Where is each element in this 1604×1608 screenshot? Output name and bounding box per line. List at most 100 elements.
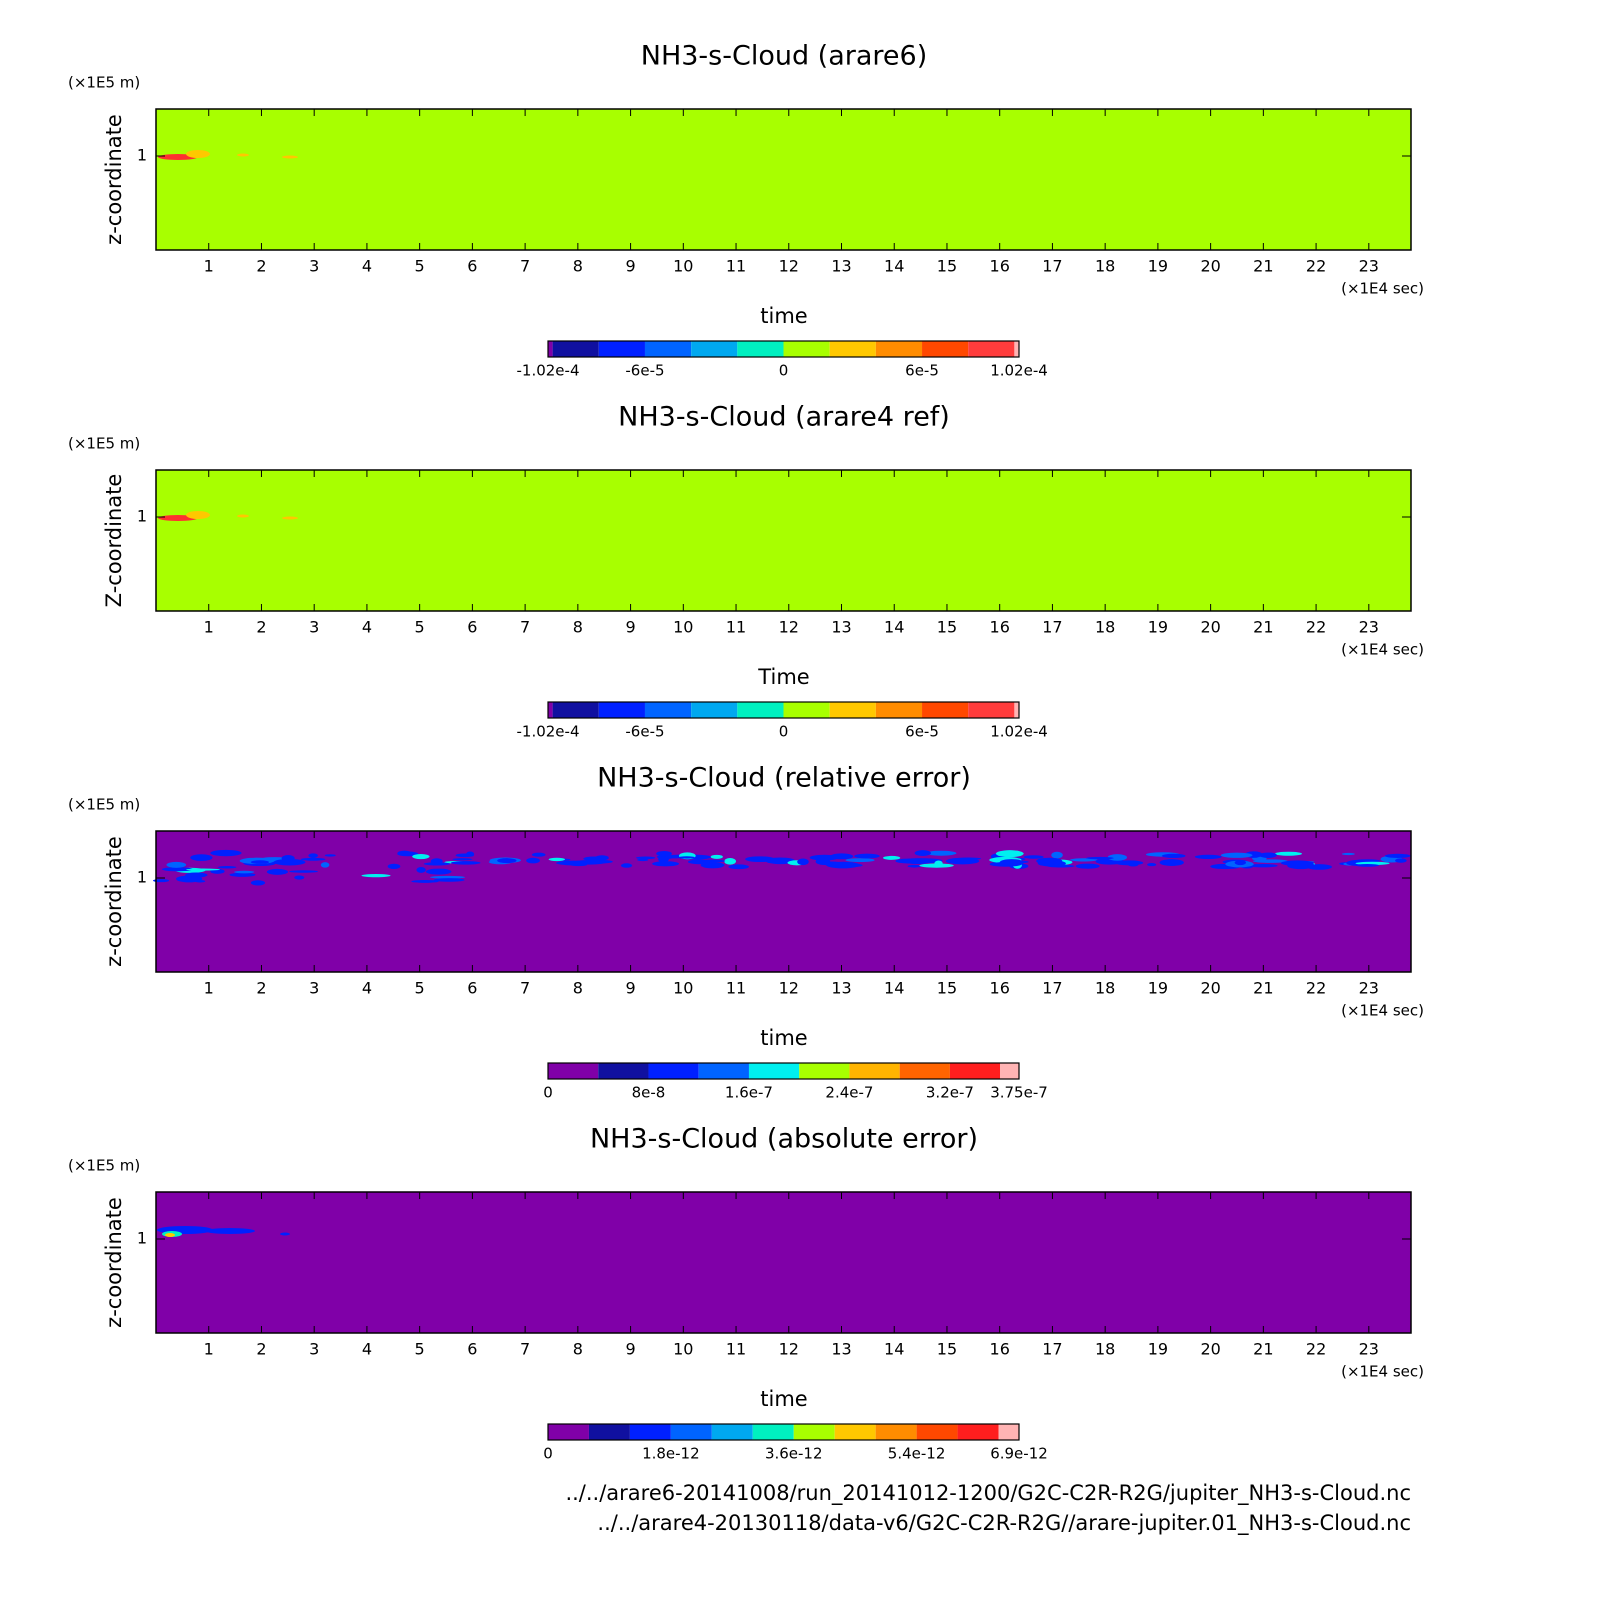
- contour-feature: [186, 511, 210, 519]
- x-axis-label: Time: [757, 665, 809, 689]
- contour-feature: [1161, 853, 1186, 859]
- x-tick-label: 11: [726, 1340, 746, 1359]
- contour-feature: [907, 864, 921, 868]
- contour-feature: [652, 861, 680, 867]
- colorbar-segment: [829, 341, 876, 357]
- colorbar-segment: [875, 1424, 917, 1440]
- x-tick-label: 14: [884, 257, 904, 276]
- colorbar-segment: [922, 341, 969, 357]
- colorbar-segment: [552, 702, 599, 718]
- plot-frame: [155, 830, 1412, 973]
- colorbar-tick-label: 2.4e-7: [825, 1084, 873, 1102]
- contour-feature: [620, 863, 633, 868]
- contour-feature: [1194, 854, 1222, 860]
- colorbar-tick-label: 0: [779, 362, 789, 380]
- contour-feature: [678, 856, 695, 859]
- colorbar-segment: [691, 341, 738, 357]
- x-tick-label: 16: [990, 257, 1010, 276]
- x-tick-label: 18: [1095, 257, 1115, 276]
- contour-feature: [250, 860, 270, 864]
- colorbar-tick-label: 0: [543, 1445, 553, 1463]
- x-tick-label: 1: [204, 257, 214, 276]
- x-tick-label: 21: [1253, 257, 1273, 276]
- contour-feature: [194, 879, 206, 883]
- colorbar-segment: [799, 1063, 850, 1079]
- x-tick-label: 2: [256, 979, 266, 998]
- contour-field: [156, 1192, 1411, 1333]
- contour-feature: [745, 856, 775, 863]
- x-axis-label: time: [760, 1387, 807, 1411]
- colorbar-segment: [968, 702, 1015, 718]
- colorbar-segment: [548, 341, 553, 357]
- contour-feature: [700, 862, 725, 869]
- colorbar-segment: [548, 1063, 599, 1079]
- x-tick-label: 16: [990, 979, 1010, 998]
- x-unit: (×1E4 sec): [1341, 280, 1424, 298]
- x-tick-label: 13: [831, 979, 851, 998]
- x-tick-label: 19: [1148, 618, 1168, 637]
- x-tick-label: 6: [467, 1340, 477, 1359]
- contour-feature: [636, 856, 656, 860]
- x-tick-label: 9: [625, 618, 635, 637]
- contour-feature: [450, 861, 481, 865]
- x-tick-label: 12: [779, 618, 799, 637]
- colorbar-tick-label: 5.4e-12: [888, 1445, 946, 1463]
- chart-title: NH3-s-Cloud (absolute error): [590, 1124, 978, 1155]
- x-tick-label: 3: [309, 257, 319, 276]
- x-tick-label: 7: [520, 257, 530, 276]
- plot-frame: [155, 108, 1412, 251]
- contour-feature: [190, 876, 202, 880]
- colorbar-segment: [598, 1063, 649, 1079]
- contour-feature: [282, 155, 298, 159]
- x-tick-label: 20: [1200, 618, 1220, 637]
- x-tick-label: 13: [831, 1340, 851, 1359]
- contour-feature: [166, 861, 187, 868]
- x-tick-label: 17: [1042, 257, 1062, 276]
- x-tick-label: 8: [573, 1340, 583, 1359]
- x-tick-label: 14: [884, 618, 904, 637]
- x-tick-label: 9: [625, 257, 635, 276]
- x-tick-label: 4: [362, 618, 372, 637]
- x-tick-label: 10: [673, 979, 693, 998]
- contour-feature: [1023, 855, 1044, 859]
- contour-feature: [324, 854, 336, 857]
- x-tick-label: 15: [937, 618, 957, 637]
- x-tick-label: 7: [520, 618, 530, 637]
- x-tick-label: 13: [831, 618, 851, 637]
- colorbar-tick-label: 3.75e-7: [990, 1084, 1048, 1102]
- y-tick-label: 1: [137, 868, 147, 887]
- contour-feature: [205, 1228, 255, 1234]
- contour-feature: [724, 857, 737, 865]
- contour-feature: [423, 862, 451, 866]
- contour-feature: [1036, 857, 1063, 865]
- colorbar-segment: [548, 702, 553, 718]
- x-tick-label: 21: [1253, 979, 1273, 998]
- plot-frame: [155, 469, 1412, 612]
- x-tick-label: 20: [1200, 979, 1220, 998]
- x-tick-label: 18: [1095, 979, 1115, 998]
- x-tick-label: 18: [1095, 618, 1115, 637]
- x-tick-label: 2: [256, 618, 266, 637]
- colorbar-segment: [548, 1424, 589, 1440]
- colorbar-segment: [598, 341, 645, 357]
- x-tick-label: 23: [1359, 1340, 1379, 1359]
- contour-feature: [412, 853, 430, 860]
- x-tick-label: 15: [937, 257, 957, 276]
- x-tick-label: 10: [673, 1340, 693, 1359]
- x-tick-label: 5: [415, 979, 425, 998]
- colorbar-segment: [998, 1424, 1019, 1440]
- x-tick-label: 19: [1148, 979, 1168, 998]
- contour-feature: [1395, 858, 1407, 863]
- contour-feature: [1234, 860, 1247, 866]
- x-tick-label: 13: [831, 257, 851, 276]
- x-tick-label: 22: [1306, 618, 1326, 637]
- colorbar-segment: [644, 341, 692, 357]
- contour-feature: [455, 853, 474, 858]
- x-axis-label: time: [760, 1026, 807, 1050]
- footnote: ../../arare4-20130118/data-v6/G2C-C2R-R2…: [597, 1511, 1411, 1536]
- colorbar-segment: [691, 702, 738, 718]
- colorbar-tick-label: -1.02e-4: [517, 723, 580, 741]
- colorbar-frame: [547, 701, 1020, 719]
- x-tick-label: 11: [726, 618, 746, 637]
